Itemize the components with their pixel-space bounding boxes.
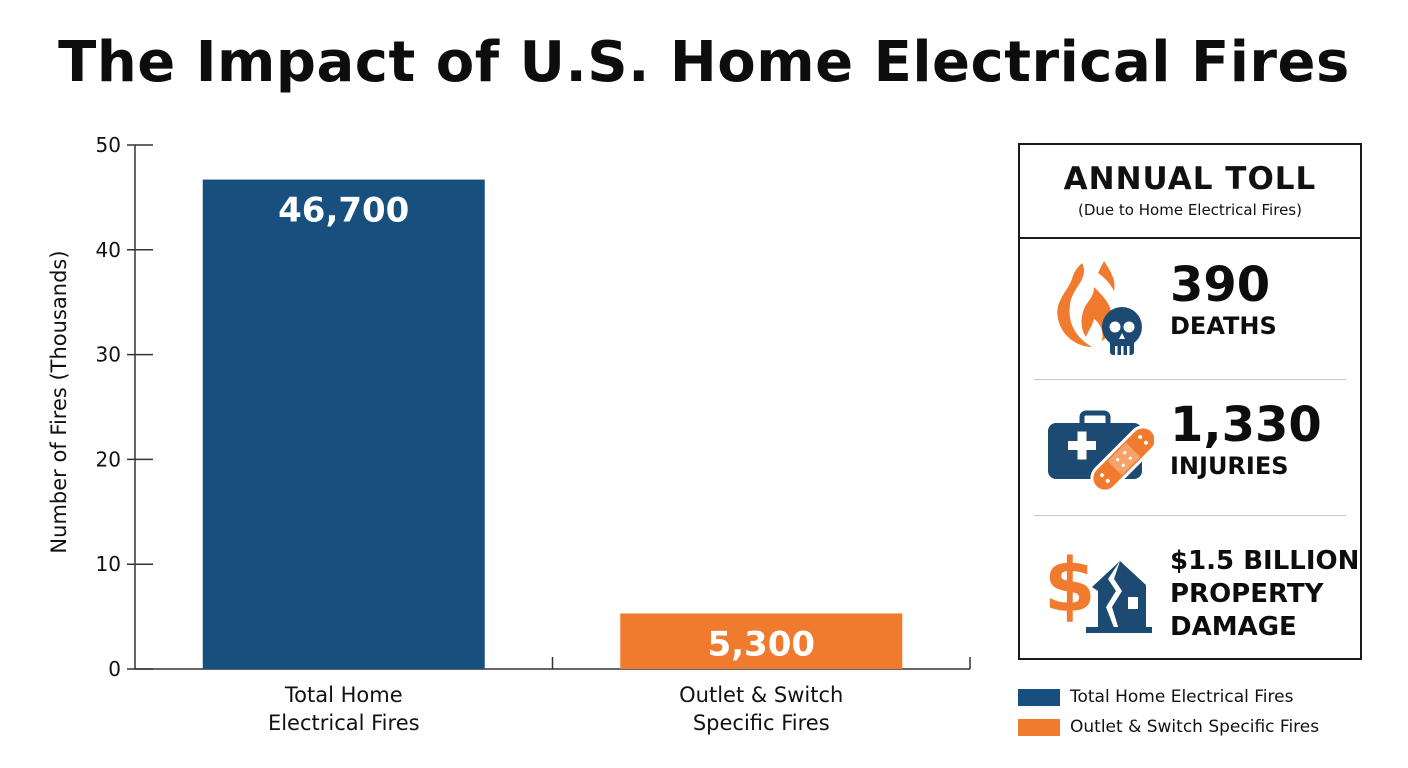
- stat-property-damage: $ $1.5 BILLION PROPERTY DAMAGE: [1020, 523, 1360, 643]
- first-aid-bandage-icon: [1048, 410, 1154, 493]
- chart-title: The Impact of U.S. Home Electrical Fires: [58, 30, 1350, 95]
- bar-chart: 0 10 20 30 40 50 46,700 Total Home Electrical Fi…: [47, 133, 971, 735]
- deaths-value: 390: [1170, 257, 1271, 313]
- injuries-value: 1,330: [1170, 397, 1322, 453]
- x-category-label: Specific Fires: [693, 711, 830, 735]
- damage-line-2: PROPERTY: [1170, 579, 1324, 609]
- annual-toll-panel: ANNUAL TOLL (Due to Home Electrical Fire…: [1018, 143, 1362, 660]
- panel-subtitle: (Due to Home Electrical Fires): [1078, 201, 1302, 219]
- legend-label-total: Total Home Electrical Fires: [1070, 687, 1294, 707]
- injuries-label: INJURIES: [1170, 452, 1289, 480]
- svg-text:$: $: [1044, 543, 1096, 629]
- x-category-label: Outlet & Switch: [679, 683, 843, 707]
- chart-legend: Total Home Electrical Fires Outlet & Swi…: [1018, 682, 1319, 742]
- y-tick-label: 50: [96, 133, 121, 157]
- y-tick-label: 30: [96, 343, 121, 367]
- bar-data-label: 46,700: [278, 191, 409, 231]
- bar: [202, 179, 485, 670]
- damage-line-3: DAMAGE: [1170, 612, 1297, 642]
- y-tick-label: 20: [96, 447, 121, 471]
- y-tick-label: 0: [108, 657, 121, 681]
- legend-swatch-total: [1018, 688, 1060, 706]
- y-tick-label: 40: [96, 238, 121, 262]
- legend-label-outlet: Outlet & Switch Specific Fires: [1070, 717, 1320, 737]
- stat-deaths: 390 DEATHS: [1020, 245, 1360, 365]
- panel-title: ANNUAL TOLL: [1063, 161, 1317, 197]
- divider: [1034, 515, 1346, 516]
- y-axis-label: Number of Fires (Thousands): [47, 250, 71, 553]
- x-category-label: Total Home: [284, 683, 403, 707]
- fire-skull-icon: [1057, 261, 1142, 355]
- deaths-label: DEATHS: [1170, 312, 1277, 340]
- x-category-label: Electrical Fires: [268, 711, 420, 735]
- y-tick-label: 10: [96, 552, 121, 576]
- panel-header: ANNUAL TOLL (Due to Home Electrical Fire…: [1020, 145, 1360, 239]
- divider: [1034, 379, 1346, 380]
- legend-swatch-outlet: [1018, 718, 1060, 736]
- dollar-damaged-house-icon: $: [1044, 543, 1152, 633]
- stat-injuries: 1,330 INJURIES: [1020, 385, 1360, 505]
- legend-item-total: Total Home Electrical Fires: [1018, 682, 1319, 712]
- bar: [620, 613, 903, 669]
- damage-line-1: $1.5 BILLION: [1170, 546, 1360, 576]
- bar-data-label: 5,300: [707, 624, 815, 664]
- legend-item-outlet: Outlet & Switch Specific Fires: [1018, 712, 1319, 742]
